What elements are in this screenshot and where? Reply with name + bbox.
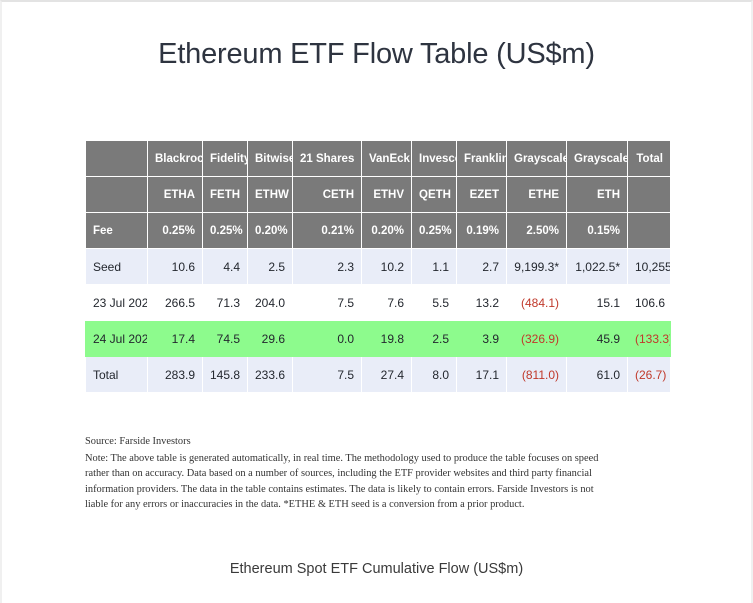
fee-21shares: 0.21% — [292, 212, 362, 249]
header-issuer-vaneck: VanEck — [361, 140, 412, 177]
cell-value: 4.4 — [202, 248, 248, 285]
fee-fidelity: 0.25% — [202, 212, 248, 249]
cell-value: 266.5 — [147, 284, 203, 321]
cell-value: 29.6 — [247, 320, 293, 357]
header-issuer-bitwise: Bitwise — [247, 140, 293, 177]
cell-value: 2.5 — [247, 248, 293, 285]
etf-flow-table: Blackrock Fidelity Bitwise 21 Shares Van… — [85, 140, 671, 393]
cell-value: 283.9 — [147, 356, 203, 393]
header-issuer-grayscale-eth: Grayscale — [566, 140, 628, 177]
cell-value: 8.0 — [411, 356, 457, 393]
cell-value: 1.1 — [411, 248, 457, 285]
cell-value: 10.2 — [361, 248, 412, 285]
table-body: Seed 10.6 4.4 2.5 2.3 10.2 1.1 2.7 9,199.3* 1,022… — [85, 248, 671, 393]
header-total: Total — [627, 140, 671, 177]
etf-flow-table-container: Blackrock Fidelity Bitwise 21 Shares Van… — [85, 140, 671, 393]
header-issuer-fidelity: Fidelity — [202, 140, 248, 177]
cell-value: 7.5 — [292, 284, 362, 321]
cell-total: 10,255 — [627, 248, 671, 285]
cell-value: 233.6 — [247, 356, 293, 393]
header-ticker-blank — [85, 176, 148, 213]
cell-value: 74.5 — [202, 320, 248, 357]
cell-value: 71.3 — [202, 284, 248, 321]
table-row: Total 283.9 145.8 233.6 7.5 27.4 8.0 17.1 (811.0… — [85, 356, 671, 393]
header-ticker-total-blank — [627, 176, 671, 213]
cell-value: 17.4 — [147, 320, 203, 357]
cell-value: 204.0 — [247, 284, 293, 321]
cell-value: 10.6 — [147, 248, 203, 285]
cell-value: 27.4 — [361, 356, 412, 393]
cell-value: 13.2 — [456, 284, 507, 321]
cell-value: 7.5 — [292, 356, 362, 393]
footnotes: Source: Farside Investors Note: The abov… — [85, 434, 601, 513]
fee-bitwise: 0.20% — [247, 212, 293, 249]
header-ticker-feth: FETH — [202, 176, 248, 213]
cell-value: 45.9 — [566, 320, 628, 357]
header-issuer-grayscale-ethe: Grayscale — [506, 140, 567, 177]
header-row-issuers: Blackrock Fidelity Bitwise 21 Shares Van… — [85, 140, 671, 177]
cell-value: (326.9) — [506, 320, 567, 357]
cell-value: 5.5 — [411, 284, 457, 321]
fee-vaneck: 0.20% — [361, 212, 412, 249]
fee-invesco: 0.25% — [411, 212, 457, 249]
header-issuer-invesco: Invesco — [411, 140, 457, 177]
cell-value: 145.8 — [202, 356, 248, 393]
header-ticker-ethv: ETHV — [361, 176, 412, 213]
cell-value: 1,022.5* — [566, 248, 628, 285]
note-line: Note: The above table is generated autom… — [85, 452, 599, 511]
header-issuer-franklin: Franklin — [456, 140, 507, 177]
header-fee-label: Fee — [85, 212, 148, 249]
chart-caption: Ethereum Spot ETF Cumulative Flow (US$m) — [229, 561, 524, 577]
fee-grayscale-ethe: 2.50% — [506, 212, 567, 249]
cell-value: 2.5 — [411, 320, 457, 357]
header-issuer-blackrock: Blackrock — [147, 140, 203, 177]
cell-value: 17.1 — [456, 356, 507, 393]
table-row: Seed 10.6 4.4 2.5 2.3 10.2 1.1 2.7 9,199.3* 1,022… — [85, 248, 671, 285]
row-label: 24 Jul 2024 — [85, 320, 148, 357]
header-ticker-qeth: QETH — [411, 176, 457, 213]
fee-blackrock: 0.25% — [147, 212, 203, 249]
cell-value: 15.1 — [566, 284, 628, 321]
table-header: Blackrock Fidelity Bitwise 21 Shares Van… — [85, 140, 671, 249]
cell-value: 2.3 — [292, 248, 362, 285]
header-label-blank — [85, 140, 148, 177]
cell-total: (26.7) — [627, 356, 671, 393]
cell-value: 7.6 — [361, 284, 412, 321]
cell-value: 61.0 — [566, 356, 628, 393]
cell-value: 0.0 — [292, 320, 362, 357]
header-issuer-21shares: 21 Shares — [292, 140, 362, 177]
source-line: Source: Farside Investors — [85, 436, 191, 447]
fee-franklin: 0.19% — [456, 212, 507, 249]
fee-total — [627, 212, 671, 249]
page-title: Ethereum ETF Flow Table (US$m) — [158, 38, 595, 70]
header-ticker-ethe: ETHE — [506, 176, 567, 213]
row-label: 23 Jul 2024 — [85, 284, 148, 321]
header-ticker-ceth: CETH — [292, 176, 362, 213]
row-label: Seed — [85, 248, 148, 285]
cell-value: 2.7 — [456, 248, 507, 285]
cell-total: (133.3) — [627, 320, 671, 357]
cell-value: (811.0) — [506, 356, 567, 393]
row-label: Total — [85, 356, 148, 393]
cell-value: 3.9 — [456, 320, 507, 357]
table-row: 24 Jul 202417.474.529.60.019.82.53.9(326… — [85, 320, 671, 357]
header-ticker-eth: ETH — [566, 176, 628, 213]
header-ticker-ethw: ETHW — [247, 176, 293, 213]
cell-value: (484.1) — [506, 284, 567, 321]
header-ticker-ezet: EZET — [456, 176, 507, 213]
cell-value: 19.8 — [361, 320, 412, 357]
cell-value: 9,199.3* — [506, 248, 567, 285]
fee-grayscale-eth: 0.15% — [566, 212, 628, 249]
table-row: 23 Jul 2024266.571.3204.07.57.65.513.2(4… — [85, 284, 671, 321]
header-ticker-etha: ETHA — [147, 176, 203, 213]
header-row-tickers: ETHA FETH ETHW CETH ETHV QETH EZET ETHE … — [85, 176, 671, 213]
cell-total: 106.6 — [627, 284, 671, 321]
header-row-fees: Fee 0.25% 0.25% 0.20% 0.21% 0.20% 0.25% … — [85, 212, 671, 249]
